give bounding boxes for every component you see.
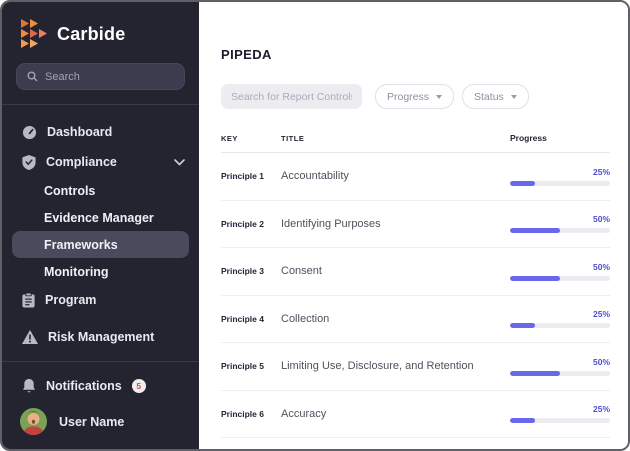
- sidebar-item-program[interactable]: Program: [2, 285, 199, 315]
- table-row[interactable]: Principle 5 Limiting Use, Disclosure, an…: [221, 343, 610, 391]
- sidebar-divider: [2, 361, 199, 362]
- logo: Carbide: [2, 2, 199, 49]
- chevron-down-icon: [436, 94, 443, 99]
- sidebar-item-label: Monitoring: [44, 264, 109, 279]
- row-title: Identifying Purposes: [281, 217, 381, 230]
- column-header-progress: Progress: [510, 133, 547, 143]
- progress-percent: 25%: [592, 404, 610, 415]
- sidebar-search-input[interactable]: [45, 70, 174, 83]
- table-row[interactable]: Principle 1 Accountability 25%: [221, 153, 610, 201]
- sidebar-item-label: Controls: [44, 183, 96, 198]
- sidebar-item-frameworks[interactable]: Frameworks: [12, 231, 189, 258]
- sidebar-item-label: Dashboard: [47, 125, 113, 139]
- chevron-down-icon: [510, 94, 517, 99]
- progress-cell: 50%: [510, 214, 610, 234]
- warning-triangle-icon: [22, 330, 38, 344]
- row-key: Principle 2: [221, 218, 264, 229]
- avatar: [20, 408, 47, 435]
- progress-bar: [510, 370, 610, 376]
- status-filter-dropdown[interactable]: Status: [462, 84, 529, 109]
- table-header: KEY TITLE Progress: [221, 133, 610, 153]
- user-name: User Name: [59, 414, 125, 429]
- carbide-logo-icon: [21, 19, 49, 49]
- notifications-button[interactable]: Notifications 5: [2, 366, 199, 406]
- notifications-label: Notifications: [46, 379, 122, 393]
- progress-percent: 25%: [592, 166, 610, 177]
- sidebar-nav: Dashboard Compliance Controls: [2, 105, 199, 352]
- report-controls-search-input[interactable]: [221, 84, 362, 109]
- shield-check-icon: [22, 154, 36, 170]
- sidebar-divider: [2, 104, 199, 105]
- sidebar-item-label: Compliance: [46, 155, 117, 169]
- progress-bar: [510, 228, 610, 234]
- row-title: Accuracy: [281, 407, 327, 420]
- sidebar-item-risk-management[interactable]: Risk Management: [2, 322, 199, 352]
- progress-cell: 25%: [510, 167, 610, 186]
- progress-bar: [510, 418, 610, 424]
- column-header-title: TITLE: [281, 134, 305, 143]
- progress-cell: 25%: [510, 404, 610, 424]
- progress-bar-fill: [510, 370, 560, 376]
- filter-bar: Progress Status: [221, 84, 610, 109]
- progress-filter-dropdown[interactable]: Progress: [375, 84, 455, 109]
- gauge-icon: [22, 125, 37, 140]
- status-filter-label: Status: [474, 90, 504, 103]
- progress-percent: 50%: [592, 261, 610, 272]
- user-menu[interactable]: User Name: [2, 406, 199, 449]
- progress-bar-fill: [510, 323, 535, 329]
- progress-bar-fill: [510, 180, 535, 186]
- progress-percent: 25%: [592, 309, 610, 320]
- progress-bar: [510, 180, 610, 186]
- row-title: Limiting Use, Disclosure, and Retention: [281, 360, 474, 373]
- chevron-down-icon: [174, 158, 185, 166]
- page-title: PIPEDA: [221, 47, 272, 62]
- row-key: Principle 5: [221, 361, 264, 372]
- progress-cell: 50%: [510, 262, 610, 281]
- sidebar-item-label: Risk Management: [48, 330, 155, 344]
- row-key: Principle 3: [221, 266, 264, 277]
- progress-percent: 50%: [592, 356, 610, 367]
- progress-bar-fill: [510, 275, 560, 281]
- progress-percent: 50%: [592, 214, 610, 225]
- table-row[interactable]: Principle 6 Accuracy 25%: [221, 391, 610, 438]
- progress-bar: [510, 275, 610, 281]
- sidebar-item-dashboard[interactable]: Dashboard: [2, 117, 199, 147]
- sidebar-item-label: Evidence Manager: [44, 210, 154, 225]
- progress-cell: 50%: [510, 357, 610, 376]
- sidebar-item-controls[interactable]: Controls: [2, 177, 199, 204]
- sidebar-item-evidence-manager[interactable]: Evidence Manager: [2, 204, 199, 231]
- progress-bar-fill: [510, 228, 560, 234]
- row-key: Principle 6: [221, 408, 264, 419]
- clipboard-icon: [22, 292, 35, 308]
- bell-icon: [22, 378, 36, 394]
- progress-bar: [510, 323, 610, 329]
- table-row[interactable]: Principle 2 Identifying Purposes 50%: [221, 201, 610, 248]
- row-title: Accountability: [281, 170, 349, 183]
- search-icon: [27, 71, 38, 82]
- sidebar: Carbide Dashboard: [2, 2, 199, 449]
- notification-badge: 5: [131, 379, 146, 393]
- progress-cell: 25%: [510, 309, 610, 329]
- sidebar-bottom: Notifications 5 User Name: [2, 361, 199, 449]
- row-title: Collection: [281, 312, 330, 325]
- table-row[interactable]: Principle 4 Collection 25%: [221, 296, 610, 343]
- sidebar-item-compliance[interactable]: Compliance: [2, 147, 199, 177]
- progress-bar-fill: [510, 418, 535, 424]
- logo-text: Carbide: [57, 23, 126, 44]
- sidebar-item-label: Program: [45, 293, 97, 307]
- column-header-key: KEY: [221, 134, 238, 143]
- main-content: PIPEDA Progress Status KEY TITLE Progres…: [199, 2, 628, 449]
- sidebar-search[interactable]: [16, 63, 185, 90]
- sidebar-item-label: Frameworks: [44, 237, 118, 252]
- table-row[interactable]: Principle 3 Consent 50%: [221, 248, 610, 296]
- row-key: Principle 4: [221, 313, 264, 324]
- row-key: Principle 1: [221, 171, 264, 182]
- progress-filter-label: Progress: [387, 90, 430, 103]
- sidebar-item-monitoring[interactable]: Monitoring: [2, 258, 199, 285]
- row-title: Consent: [281, 265, 322, 278]
